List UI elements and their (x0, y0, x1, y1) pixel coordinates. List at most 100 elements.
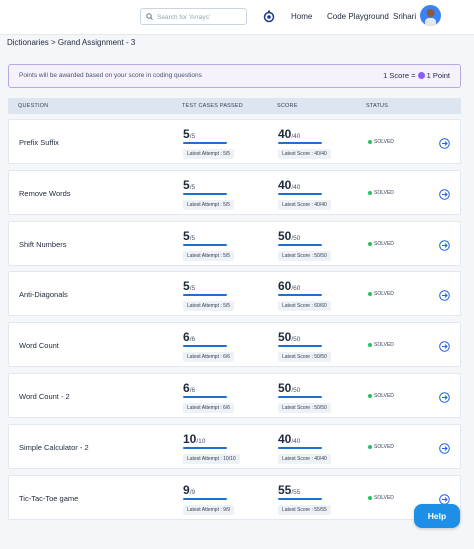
value-total: /5 (189, 234, 196, 242)
progress-bar (183, 142, 227, 144)
value-main: 6 (183, 330, 190, 345)
status-dot (368, 495, 372, 500)
status: SOLVED (374, 139, 394, 145)
value: 5/5 (183, 178, 195, 192)
value-main: 50 (278, 330, 292, 345)
help-button[interactable]: Help (414, 504, 460, 528)
value-total: /5 (189, 285, 196, 293)
value-total: /10 (196, 437, 206, 445)
rule-left: 1 Score = (383, 71, 416, 80)
question-row: Word Count - 2 6/6 Latest Attempt : 6/6 50/… (8, 373, 461, 418)
latest-chip: Latest Score : 50/50 (278, 352, 331, 363)
open-button[interactable] (439, 441, 450, 454)
value-total: /5 (189, 183, 196, 191)
value: 40/40 (278, 127, 300, 141)
open-button[interactable] (439, 492, 450, 505)
open-button[interactable] (439, 339, 450, 352)
open-button[interactable] (439, 288, 450, 302)
status: SOLVED (374, 240, 394, 247)
value: 40/40 (278, 432, 300, 446)
value-main: 9 (183, 482, 190, 497)
logo[interactable] (263, 10, 275, 23)
value-total: /50 (291, 387, 301, 394)
column-header: TEST CASES PASSED (182, 102, 243, 109)
value-total: /5 (189, 133, 196, 140)
value-main: 55 (278, 482, 292, 497)
question-row: Remove Words 5/5 Latest Attempt : 5/5 40/40… (8, 169, 461, 215)
value-main: 5 (183, 127, 190, 141)
arrow-icon (439, 138, 450, 149)
value-total: /60 (291, 285, 301, 293)
arrow-icon (439, 493, 450, 505)
open-button[interactable] (439, 390, 450, 403)
score-rule: 1 Score = 1 Point (383, 71, 450, 80)
latest-chip: Latest Score : 60/60 (278, 301, 331, 312)
top-bar: Search for 'Arrays' Home Code Playground… (0, 0, 474, 35)
question-row: Simple Calculator - 2 10/10 Latest Attempt… (8, 423, 461, 469)
nav-link[interactable]: Home (291, 12, 313, 21)
progress-bar (278, 345, 322, 348)
value-main: 40 (278, 177, 292, 192)
question-name[interactable]: Prefix Suffix (19, 138, 59, 147)
latest-chip: Latest Score : 50/50 (278, 403, 331, 413)
avatar[interactable] (420, 5, 441, 26)
value: 6/6 (183, 330, 195, 344)
value-main: 10 (183, 431, 197, 446)
latest-chip: Latest Score : 40/40 (278, 453, 331, 464)
question-name[interactable]: Word Count (19, 341, 59, 351)
status: SOLVED (374, 443, 394, 450)
point-icon (417, 72, 425, 79)
arrow-icon (439, 442, 450, 454)
status: SOLVED (374, 291, 394, 298)
value: 50/50 (278, 330, 300, 344)
arrow-icon (439, 392, 450, 403)
question-name[interactable]: Shift Numbers (19, 239, 67, 249)
progress-bar (183, 243, 227, 246)
question-row: Prefix Suffix 5/5 Latest Attempt : 5/5 40/4… (8, 119, 461, 164)
progress-bar (278, 396, 322, 398)
value: 9/9 (183, 483, 195, 497)
latest-chip: Latest Attempt : 5/5 (183, 149, 235, 159)
arrow-icon (439, 290, 450, 302)
column-header: SCORE (277, 102, 298, 109)
user-name[interactable]: Srihari (393, 12, 417, 21)
question-name[interactable]: Word Count - 2 (19, 392, 70, 401)
value-total: /9 (189, 488, 196, 496)
open-button[interactable] (439, 136, 450, 149)
progress-bar (278, 192, 322, 195)
progress-bar (278, 446, 322, 449)
latest-chip: Latest Attempt : 9/9 (183, 504, 235, 515)
status: SOLVED (374, 342, 394, 349)
progress-bar (183, 294, 227, 297)
breadcrumb[interactable]: Dictionaries > Grand Assignment - 3 (7, 38, 136, 47)
latest-chip: Latest Score : 40/40 (278, 199, 331, 210)
latest-chip: Latest Attempt : 5/5 (183, 250, 235, 261)
progress-bar (183, 345, 227, 348)
notice: Points will be awarded based on your sco… (8, 64, 461, 88)
latest-chip: Latest Attempt : 5/5 (183, 199, 235, 210)
value-main: 60 (278, 279, 292, 294)
value-total: /40 (291, 183, 301, 191)
status-dot (368, 444, 372, 449)
value: 55/55 (278, 483, 300, 497)
latest-chip: Latest Attempt : 10/10 (183, 453, 240, 464)
status-dot (368, 190, 372, 195)
question-name[interactable]: Anti-Diagonals (19, 290, 68, 300)
question-name[interactable]: Simple Calculator - 2 (19, 442, 89, 452)
value: 50/50 (278, 229, 300, 243)
value: 5/5 (183, 229, 195, 243)
nav-link[interactable]: Code Playground (327, 12, 389, 21)
question-name[interactable]: Tic-Tac-Toe game (19, 493, 79, 503)
avatar-image (425, 9, 436, 26)
search-box[interactable]: Search for 'Arrays' (140, 8, 247, 25)
open-button[interactable] (439, 187, 450, 200)
status-dot (368, 343, 372, 348)
value-total: /50 (291, 336, 301, 344)
open-button[interactable] (439, 238, 450, 251)
value-total: /55 (291, 488, 301, 496)
latest-chip: Latest Score : 40/40 (278, 149, 331, 159)
value-main: 6 (183, 381, 190, 395)
value-main: 50 (278, 381, 292, 395)
question-name[interactable]: Remove Words (19, 188, 71, 198)
value-main: 5 (183, 279, 190, 294)
